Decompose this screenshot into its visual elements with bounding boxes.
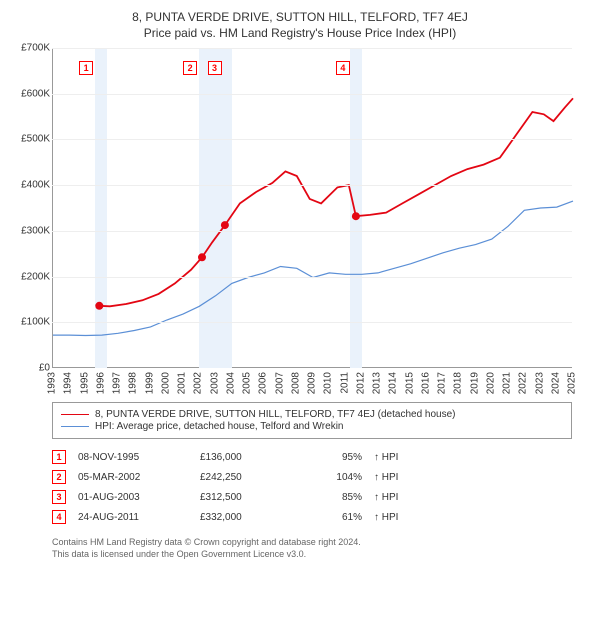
series-dot-property: [221, 221, 229, 229]
chart-marker-3: 3: [208, 61, 222, 75]
x-axis-tick-label: 2017: [437, 372, 448, 394]
transaction-index: 4: [52, 510, 66, 524]
x-axis-tick-label: 2023: [534, 372, 545, 394]
gridline-h: [52, 231, 572, 232]
transaction-date: 01-AUG-2003: [78, 492, 188, 503]
series-line-property: [99, 98, 573, 306]
x-axis-tick-label: 2024: [550, 372, 561, 394]
transaction-hpi: ↑ HPI: [374, 472, 572, 483]
transaction-date: 08-NOV-1995: [78, 452, 188, 463]
page-title: 8, PUNTA VERDE DRIVE, SUTTON HILL, TELFO…: [12, 10, 588, 24]
transaction-index: 1: [52, 450, 66, 464]
transaction-index: 2: [52, 470, 66, 484]
x-axis-tick-label: 1997: [112, 372, 123, 394]
transaction-pct: 85%: [312, 492, 362, 503]
x-axis-tick-label: 2001: [177, 372, 188, 394]
x-axis-tick-label: 2012: [355, 372, 366, 394]
page-subtitle: Price paid vs. HM Land Registry's House …: [12, 26, 588, 40]
transaction-date: 05-MAR-2002: [78, 472, 188, 483]
transaction-row: 2 05-MAR-2002 £242,250 104% ↑ HPI: [52, 467, 572, 487]
price-chart: £0£100K£200K£300K£400K£500K£600K£700K199…: [12, 48, 588, 398]
transaction-pct: 104%: [312, 472, 362, 483]
x-axis-tick-label: 2000: [160, 372, 171, 394]
legend-box: 8, PUNTA VERDE DRIVE, SUTTON HILL, TELFO…: [52, 402, 572, 439]
x-axis-tick-label: 2013: [372, 372, 383, 394]
legend-label: HPI: Average price, detached house, Telf…: [95, 421, 344, 432]
gridline-h: [52, 322, 572, 323]
x-axis-tick-label: 2019: [469, 372, 480, 394]
x-axis-tick-label: 2020: [485, 372, 496, 394]
transaction-price: £332,000: [200, 512, 300, 523]
x-axis-tick-label: 2006: [258, 372, 269, 394]
y-axis-tick-label: £200K: [12, 271, 50, 282]
y-axis-tick-label: £700K: [12, 43, 50, 54]
gridline-h: [52, 94, 572, 95]
transaction-pct: 61%: [312, 512, 362, 523]
x-axis-tick-label: 2002: [193, 372, 204, 394]
gridline-h: [52, 48, 572, 49]
x-axis-tick-label: 2018: [453, 372, 464, 394]
chart-marker-1: 1: [79, 61, 93, 75]
x-axis-tick-label: 2009: [307, 372, 318, 394]
chart-marker-4: 4: [336, 61, 350, 75]
x-axis-tick-label: 1994: [63, 372, 74, 394]
x-axis-tick-label: 1993: [47, 372, 58, 394]
series-dot-property: [198, 253, 206, 261]
x-axis-tick-label: 2008: [290, 372, 301, 394]
transaction-date: 24-AUG-2011: [78, 512, 188, 523]
x-axis-tick-label: 2016: [420, 372, 431, 394]
legend-swatch: [61, 414, 89, 415]
y-axis-tick-label: £0: [12, 363, 50, 374]
y-axis-tick-label: £600K: [12, 88, 50, 99]
transaction-pct: 95%: [312, 452, 362, 463]
series-line-hpi: [53, 201, 573, 335]
transaction-row: 1 08-NOV-1995 £136,000 95% ↑ HPI: [52, 447, 572, 467]
footer-line-2: This data is licensed under the Open Gov…: [52, 549, 588, 561]
footer-attribution: Contains HM Land Registry data © Crown c…: [52, 537, 588, 560]
transaction-price: £312,500: [200, 492, 300, 503]
y-axis-tick-label: £300K: [12, 225, 50, 236]
x-axis-tick-label: 2004: [225, 372, 236, 394]
transaction-row: 3 01-AUG-2003 £312,500 85% ↑ HPI: [52, 487, 572, 507]
chart-svg: [53, 48, 573, 368]
transaction-index: 3: [52, 490, 66, 504]
x-axis-tick-label: 2007: [274, 372, 285, 394]
x-axis-tick-label: 2025: [567, 372, 578, 394]
x-axis-tick-label: 2010: [323, 372, 334, 394]
transaction-price: £136,000: [200, 452, 300, 463]
gridline-h: [52, 185, 572, 186]
x-axis-tick-label: 2005: [242, 372, 253, 394]
x-axis-tick-label: 2011: [339, 372, 350, 394]
y-axis-tick-label: £400K: [12, 180, 50, 191]
x-axis-tick-label: 2003: [209, 372, 220, 394]
gridline-h: [52, 139, 572, 140]
x-axis-tick-label: 2021: [502, 372, 513, 394]
transaction-hpi: ↑ HPI: [374, 512, 572, 523]
x-axis-tick-label: 1999: [144, 372, 155, 394]
legend-item-property: 8, PUNTA VERDE DRIVE, SUTTON HILL, TELFO…: [61, 409, 563, 420]
x-axis-tick-label: 2014: [388, 372, 399, 394]
series-dot-property: [95, 302, 103, 310]
legend-label: 8, PUNTA VERDE DRIVE, SUTTON HILL, TELFO…: [95, 409, 456, 420]
x-axis-tick-label: 1998: [128, 372, 139, 394]
legend-item-hpi: HPI: Average price, detached house, Telf…: [61, 421, 563, 432]
legend-swatch: [61, 426, 89, 427]
y-axis-tick-label: £100K: [12, 317, 50, 328]
transaction-price: £242,250: [200, 472, 300, 483]
transaction-hpi: ↑ HPI: [374, 452, 572, 463]
x-axis-tick-label: 1995: [79, 372, 90, 394]
transaction-row: 4 24-AUG-2011 £332,000 61% ↑ HPI: [52, 507, 572, 527]
x-axis-tick-label: 2022: [518, 372, 529, 394]
y-axis-tick-label: £500K: [12, 134, 50, 145]
chart-marker-2: 2: [183, 61, 197, 75]
series-dot-property: [352, 212, 360, 220]
transactions-table: 1 08-NOV-1995 £136,000 95% ↑ HPI 2 05-MAR-2002…: [52, 447, 572, 527]
footer-line-1: Contains HM Land Registry data © Crown c…: [52, 537, 588, 549]
x-axis-tick-label: 1996: [95, 372, 106, 394]
gridline-h: [52, 277, 572, 278]
transaction-hpi: ↑ HPI: [374, 492, 572, 503]
plot-area: [52, 48, 572, 368]
x-axis-tick-label: 2015: [404, 372, 415, 394]
